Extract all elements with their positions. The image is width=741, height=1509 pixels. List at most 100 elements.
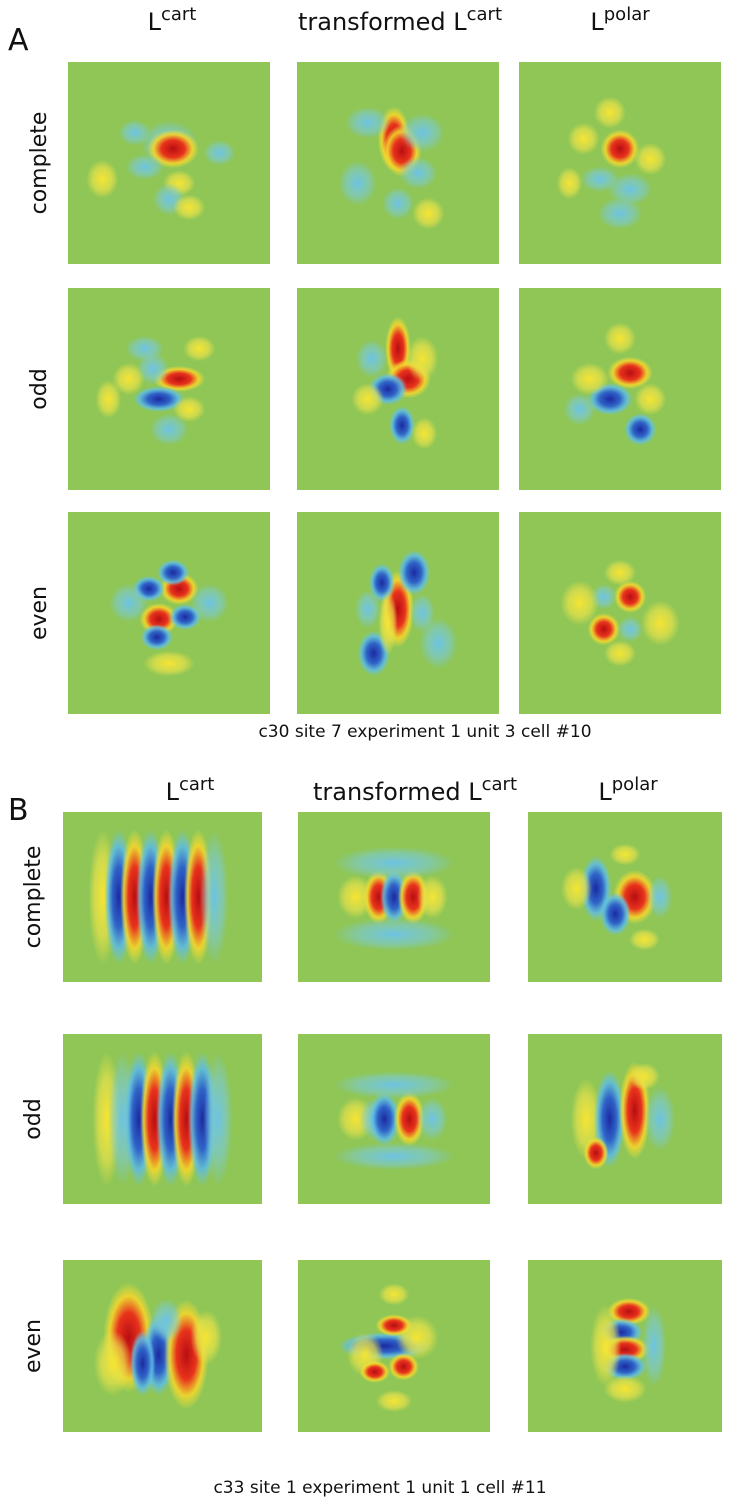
blob [617,616,644,643]
blob [95,379,122,419]
blob [556,167,583,200]
row-label: odd [21,1098,46,1139]
row-label: even [21,1319,46,1373]
blob [199,829,229,965]
blob [419,617,458,670]
blob [411,417,438,450]
filter-image [528,1034,722,1204]
header-superscript: polar [612,774,658,795]
filter-image [297,512,499,714]
row-label: odd [27,368,52,409]
blob [634,382,667,416]
blob [112,362,145,396]
blob [190,583,229,623]
blob [417,1097,448,1141]
blob [647,875,673,919]
blob [599,892,631,936]
filter-image [519,288,721,490]
blob [412,197,445,230]
filter-image [63,1260,262,1432]
blob [603,1375,647,1403]
blob [125,335,165,362]
image-background [519,512,721,714]
header-base: L [148,8,162,36]
blob [332,918,456,951]
column-header: Lcart [166,774,215,806]
blob [93,1330,132,1397]
header-base: L [166,778,180,806]
panel-label: A [8,23,29,58]
blob [609,843,641,866]
filter-image [297,62,499,264]
blob [593,96,627,129]
header-base: transformed L [298,8,467,36]
blob [607,1297,651,1326]
row-label: complete [21,846,46,949]
blob [332,1142,456,1170]
blob [183,335,216,362]
column-header: transformed Lcart [313,774,517,806]
blob [644,1086,676,1152]
blob [375,1314,413,1337]
blob [156,559,190,586]
blob [203,139,236,166]
blob [86,159,119,199]
blob [149,413,189,446]
blob [597,197,643,230]
blob [406,336,439,382]
filter-image [68,288,270,490]
blob [125,154,165,180]
blob [567,122,600,155]
blob [607,173,653,206]
header-superscript: polar [604,4,650,25]
blob [634,142,667,176]
blob [399,113,445,153]
blob [398,549,431,596]
blob [587,613,621,646]
blob [345,106,391,139]
filter-image [63,1034,262,1204]
blob [394,1091,425,1147]
blob [398,156,438,190]
row-label: even [27,586,52,640]
column-header: Lpolar [590,4,650,36]
column-header: Lpolar [598,774,658,806]
blob [641,600,680,646]
header-superscript: cart [482,774,517,795]
blob [140,624,174,651]
filter-image [298,812,490,982]
blob [388,1352,419,1381]
blob [129,1330,156,1397]
header-superscript: cart [467,4,502,25]
blob [603,322,637,355]
blob [150,1298,183,1343]
blob [378,1283,410,1306]
blob [389,405,415,445]
blob [147,129,199,169]
blob [369,1091,400,1147]
filter-image [519,62,721,264]
header-base: L [590,8,604,36]
blob [332,1071,456,1099]
blob [354,589,381,629]
blob [143,650,195,677]
blob [563,393,596,426]
blob [332,846,456,880]
blob [560,866,593,911]
blob [600,129,640,169]
blob [351,382,384,416]
blob [607,356,653,389]
blob [583,1136,609,1170]
filter-image [519,512,721,714]
blob [173,396,206,423]
blob [613,580,647,614]
blob [355,339,388,379]
blob [359,1360,391,1383]
header-superscript: cart [179,774,214,795]
column-header: Lcart [148,4,197,36]
blob [560,580,599,626]
column-header: transformed Lcart [298,4,502,36]
blob [375,1390,413,1413]
blob [641,1304,667,1388]
blob [338,160,377,206]
